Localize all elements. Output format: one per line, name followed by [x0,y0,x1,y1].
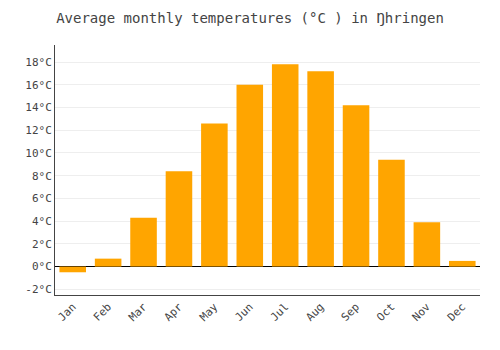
svg-text:Mar: Mar [126,300,150,324]
svg-text:2°C: 2°C [32,238,52,251]
svg-text:14°C: 14°C [25,101,52,114]
svg-text:16°C: 16°C [25,79,52,92]
svg-text:-2°C: -2°C [25,283,52,296]
svg-text:Jan: Jan [55,301,78,324]
svg-text:4°C: 4°C [32,215,52,228]
svg-text:Average monthly temperatures (: Average monthly temperatures (°C ) in Ŋh… [56,10,444,26]
svg-text:Sep: Sep [339,301,362,324]
svg-text:10°C: 10°C [25,147,52,160]
svg-text:18°C: 18°C [25,56,52,69]
svg-text:0°C: 0°C [32,260,52,273]
svg-text:Oct: Oct [374,301,397,324]
svg-text:Dec: Dec [445,301,468,324]
svg-text:Jul: Jul [268,301,291,324]
svg-text:12°C: 12°C [25,124,52,137]
svg-text:Jun: Jun [233,301,256,324]
svg-text:6°C: 6°C [32,192,52,205]
svg-text:Nov: Nov [410,300,434,324]
svg-text:8°C: 8°C [32,170,52,183]
svg-text:May: May [197,300,221,324]
svg-text:Feb: Feb [91,301,114,324]
svg-text:Apr: Apr [162,300,186,324]
svg-text:Aug: Aug [303,301,326,324]
